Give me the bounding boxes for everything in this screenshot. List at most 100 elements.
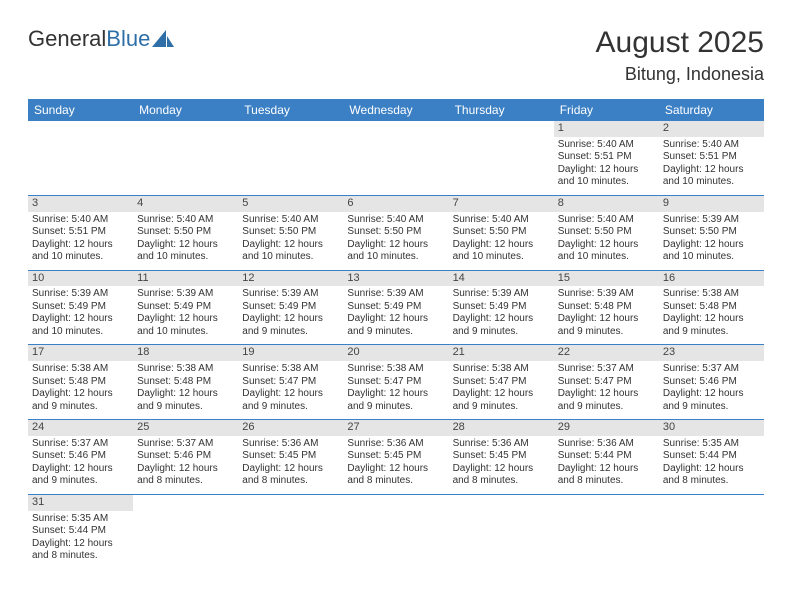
calendar-day-cell: 19Sunrise: 5:38 AMSunset: 5:47 PMDayligh… (238, 345, 343, 420)
weekday-header: Friday (554, 99, 659, 121)
sunset-text: Sunset: 5:49 PM (453, 301, 550, 314)
weekday-header: Wednesday (343, 99, 448, 121)
daylight-text: and 9 minutes. (32, 401, 129, 414)
calendar-day-cell (238, 121, 343, 195)
sunrise-text: Sunrise: 5:36 AM (242, 438, 339, 451)
day-number: 3 (28, 196, 133, 212)
daylight-text: and 9 minutes. (663, 326, 760, 339)
sunset-text: Sunset: 5:45 PM (242, 450, 339, 463)
daylight-text: Daylight: 12 hours (347, 313, 444, 326)
daylight-text: Daylight: 12 hours (558, 463, 655, 476)
day-number: 25 (133, 420, 238, 436)
logo-sail-icon (152, 30, 174, 48)
calendar-day-cell: 29Sunrise: 5:36 AMSunset: 5:44 PMDayligh… (554, 420, 659, 495)
day-number: 14 (449, 271, 554, 287)
day-number: 28 (449, 420, 554, 436)
day-number: 16 (659, 271, 764, 287)
calendar-day-cell: 18Sunrise: 5:38 AMSunset: 5:48 PMDayligh… (133, 345, 238, 420)
sunset-text: Sunset: 5:51 PM (32, 226, 129, 239)
calendar-day-cell: 2Sunrise: 5:40 AMSunset: 5:51 PMDaylight… (659, 121, 764, 195)
daylight-text: Daylight: 12 hours (663, 313, 760, 326)
daylight-text: Daylight: 12 hours (453, 313, 550, 326)
calendar-day-cell: 24Sunrise: 5:37 AMSunset: 5:46 PMDayligh… (28, 420, 133, 495)
sunrise-text: Sunrise: 5:37 AM (32, 438, 129, 451)
title-block: August 2025 Bitung, Indonesia (596, 26, 764, 85)
daylight-text: Daylight: 12 hours (347, 388, 444, 401)
sunrise-text: Sunrise: 5:37 AM (663, 363, 760, 376)
sunset-text: Sunset: 5:46 PM (663, 376, 760, 389)
daylight-text: and 10 minutes. (137, 326, 234, 339)
sunrise-text: Sunrise: 5:40 AM (32, 214, 129, 227)
daylight-text: Daylight: 12 hours (32, 463, 129, 476)
calendar-day-cell: 14Sunrise: 5:39 AMSunset: 5:49 PMDayligh… (449, 270, 554, 345)
day-number: 11 (133, 271, 238, 287)
sunrise-text: Sunrise: 5:40 AM (663, 139, 760, 152)
calendar-day-cell: 5Sunrise: 5:40 AMSunset: 5:50 PMDaylight… (238, 195, 343, 270)
sunrise-text: Sunrise: 5:38 AM (347, 363, 444, 376)
weekday-header: Monday (133, 99, 238, 121)
daylight-text: and 8 minutes. (32, 550, 129, 563)
sunrise-text: Sunrise: 5:39 AM (137, 288, 234, 301)
calendar-day-cell: 20Sunrise: 5:38 AMSunset: 5:47 PMDayligh… (343, 345, 448, 420)
page-header: GeneralBlue August 2025 Bitung, Indonesi… (28, 26, 764, 85)
day-number: 15 (554, 271, 659, 287)
sunrise-text: Sunrise: 5:38 AM (137, 363, 234, 376)
sunrise-text: Sunrise: 5:39 AM (663, 214, 760, 227)
sunset-text: Sunset: 5:48 PM (558, 301, 655, 314)
day-number: 23 (659, 345, 764, 361)
calendar-day-cell: 25Sunrise: 5:37 AMSunset: 5:46 PMDayligh… (133, 420, 238, 495)
daylight-text: and 8 minutes. (347, 475, 444, 488)
sunset-text: Sunset: 5:47 PM (347, 376, 444, 389)
sunrise-text: Sunrise: 5:39 AM (32, 288, 129, 301)
sunset-text: Sunset: 5:50 PM (663, 226, 760, 239)
daylight-text: and 10 minutes. (137, 251, 234, 264)
sunset-text: Sunset: 5:50 PM (558, 226, 655, 239)
daylight-text: Daylight: 12 hours (137, 239, 234, 252)
brand-logo: GeneralBlue (28, 26, 174, 52)
daylight-text: and 9 minutes. (242, 326, 339, 339)
daylight-text: and 8 minutes. (663, 475, 760, 488)
calendar-day-cell: 26Sunrise: 5:36 AMSunset: 5:45 PMDayligh… (238, 420, 343, 495)
sunrise-text: Sunrise: 5:37 AM (558, 363, 655, 376)
sunset-text: Sunset: 5:45 PM (453, 450, 550, 463)
calendar-day-cell: 17Sunrise: 5:38 AMSunset: 5:48 PMDayligh… (28, 345, 133, 420)
calendar-day-cell: 27Sunrise: 5:36 AMSunset: 5:45 PMDayligh… (343, 420, 448, 495)
calendar-day-cell: 16Sunrise: 5:38 AMSunset: 5:48 PMDayligh… (659, 270, 764, 345)
daylight-text: Daylight: 12 hours (453, 239, 550, 252)
weekday-header: Tuesday (238, 99, 343, 121)
calendar-day-cell: 13Sunrise: 5:39 AMSunset: 5:49 PMDayligh… (343, 270, 448, 345)
month-title: August 2025 (596, 26, 764, 60)
calendar-day-cell: 23 Sunrise: 5:37 AMSunset: 5:46 PMDayligh… (659, 345, 764, 420)
daylight-text: and 9 minutes. (137, 401, 234, 414)
day-number: 19 (238, 345, 343, 361)
daylight-text: Daylight: 12 hours (242, 388, 339, 401)
daylight-text: Daylight: 12 hours (558, 388, 655, 401)
daylight-text: Daylight: 12 hours (663, 164, 760, 177)
daylight-text: and 10 minutes. (347, 251, 444, 264)
sunrise-text: Sunrise: 5:35 AM (663, 438, 760, 451)
day-number: 10 (28, 271, 133, 287)
logo-text-2: Blue (106, 26, 150, 52)
calendar-page: GeneralBlue August 2025 Bitung, Indonesi… (0, 0, 792, 569)
day-number: 17 (28, 345, 133, 361)
day-number: 13 (343, 271, 448, 287)
location-label: Bitung, Indonesia (596, 64, 764, 85)
calendar-day-cell: 12Sunrise: 5:39 AMSunset: 5:49 PMDayligh… (238, 270, 343, 345)
daylight-text: Daylight: 12 hours (242, 463, 339, 476)
sunset-text: Sunset: 5:50 PM (137, 226, 234, 239)
sunrise-text: Sunrise: 5:40 AM (242, 214, 339, 227)
weekday-header: Saturday (659, 99, 764, 121)
weekday-header: Thursday (449, 99, 554, 121)
calendar-day-cell: 31Sunrise: 5:35 AMSunset: 5:44 PMDayligh… (28, 494, 133, 568)
daylight-text: and 9 minutes. (453, 401, 550, 414)
sunrise-text: Sunrise: 5:38 AM (32, 363, 129, 376)
sunset-text: Sunset: 5:50 PM (242, 226, 339, 239)
daylight-text: Daylight: 12 hours (663, 388, 760, 401)
daylight-text: and 8 minutes. (453, 475, 550, 488)
sunrise-text: Sunrise: 5:39 AM (453, 288, 550, 301)
day-number: 22 (554, 345, 659, 361)
sunrise-text: Sunrise: 5:35 AM (32, 513, 129, 526)
daylight-text: and 10 minutes. (242, 251, 339, 264)
daylight-text: and 9 minutes. (32, 475, 129, 488)
daylight-text: Daylight: 12 hours (558, 164, 655, 177)
